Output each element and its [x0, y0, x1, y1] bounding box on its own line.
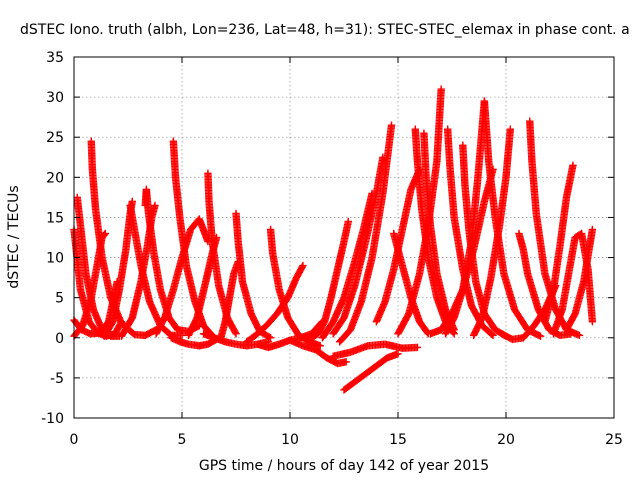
y-tick-label: -10 — [41, 411, 64, 427]
y-tick-labels: -10 -5 0 5 10 15 20 25 30 35 — [41, 50, 64, 427]
data-point — [232, 330, 240, 338]
data-point — [266, 334, 275, 342]
chart-title: dSTEC Iono. truth (albh, Lon=236, Lat=48… — [20, 22, 630, 38]
data-point — [101, 229, 110, 238]
data-point — [129, 329, 138, 338]
data-point — [128, 197, 137, 206]
x-axis-label: GPS time / hours of day 142 of year 2015 — [199, 458, 489, 474]
x-tick-labels: 0 5 10 15 20 25 — [70, 432, 623, 448]
y-tick-label: 35 — [46, 50, 64, 66]
data-point — [151, 201, 159, 210]
y-tick-label: 10 — [46, 251, 64, 267]
y-tick-label: 25 — [46, 130, 64, 146]
x-tick-label: 15 — [389, 432, 407, 448]
data-points — [70, 85, 597, 394]
x-tick-label: 5 — [178, 432, 187, 448]
y-tick-label: 15 — [46, 210, 64, 226]
x-tick-label: 0 — [70, 432, 79, 448]
data-point — [234, 257, 242, 266]
y-tick-label: 0 — [55, 331, 64, 347]
x-tick-label: 20 — [497, 432, 515, 448]
data-point — [212, 233, 221, 242]
y-tick-label: 5 — [55, 291, 64, 307]
y-tick-label: -5 — [50, 371, 64, 387]
y-axis-label: dSTEC / TECUs — [6, 185, 22, 288]
x-tick-label: 25 — [605, 432, 623, 448]
y-tick-label: 30 — [46, 90, 64, 106]
y-tick-label: 20 — [46, 170, 64, 186]
x-tick-label: 10 — [281, 432, 299, 448]
